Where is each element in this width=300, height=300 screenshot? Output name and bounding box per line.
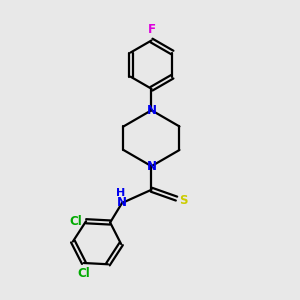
Text: N: N [146,104,157,117]
Text: H: H [116,188,125,198]
Text: N: N [117,196,127,209]
Text: S: S [179,194,188,207]
Text: Cl: Cl [77,267,90,280]
Text: N: N [146,160,157,173]
Text: Cl: Cl [70,215,83,228]
Text: F: F [148,23,155,36]
